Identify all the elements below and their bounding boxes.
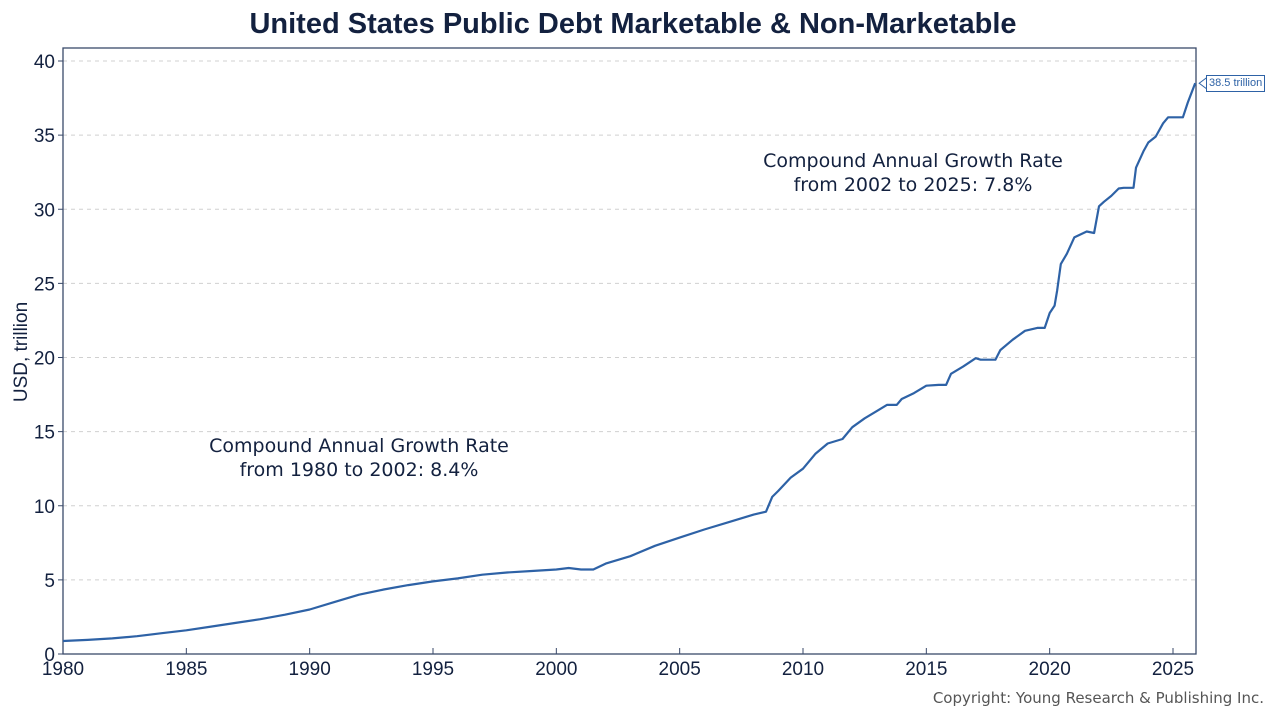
y-tick-label: 40 (34, 52, 55, 73)
x-tick-label: 1990 (289, 659, 331, 680)
y-tick-label: 25 (34, 274, 55, 295)
copyright-notice: Copyright: Young Research & Publishing I… (932, 689, 1264, 707)
x-tick-label: 2015 (905, 659, 947, 680)
axes (62, 47, 1197, 655)
annotation-line-2: from 2002 to 2025: 7.8% (793, 174, 1033, 196)
y-axis-ticks: 0 5 10 15 20 25 30 35 40 (34, 52, 63, 666)
y-axis-label: USD, trillion (11, 301, 32, 403)
x-axis-ticks: 1980 1985 1990 1995 2000 2005 2010 2015 2020 2025 (42, 648, 1194, 680)
x-tick-label: 1985 (165, 659, 207, 680)
series-line-public-debt (62, 82, 1197, 643)
end-label-pointer (1198, 76, 1208, 90)
x-tick-label: 2025 (1152, 659, 1194, 680)
chart-title: United States Public Debt Marketable & N… (249, 8, 1017, 40)
annotation-cagr-2002-2025: Compound Annual Growth Rate from 2002 to… (734, 149, 1092, 197)
x-tick-label: 2000 (535, 659, 577, 680)
y-tick-label: 10 (34, 497, 55, 518)
y-tick-label: 5 (44, 571, 55, 592)
y-tick-label: 15 (34, 423, 55, 444)
x-tick-label: 1980 (42, 659, 84, 680)
annotation-cagr-1980-2002: Compound Annual Growth Rate from 1980 to… (180, 434, 538, 482)
y-tick-label: 35 (34, 126, 55, 147)
x-tick-label: 2020 (1029, 659, 1071, 680)
annotation-line-2: from 1980 to 2002: 8.4% (239, 459, 479, 481)
y-tick-label: 0 (44, 645, 55, 666)
end-value-label: 38.5 trillion (1206, 75, 1266, 92)
y-tick-label: 30 (34, 200, 55, 221)
x-tick-label: 2010 (782, 659, 824, 680)
y-tick-label: 20 (34, 349, 55, 370)
annotation-line-1: Compound Annual Growth Rate (763, 150, 1063, 172)
plot-frame (62, 47, 1197, 655)
annotation-line-1: Compound Annual Growth Rate (209, 435, 509, 457)
gridlines (63, 60, 1196, 581)
x-tick-label: 1995 (412, 659, 454, 680)
x-tick-label: 2005 (659, 659, 701, 680)
